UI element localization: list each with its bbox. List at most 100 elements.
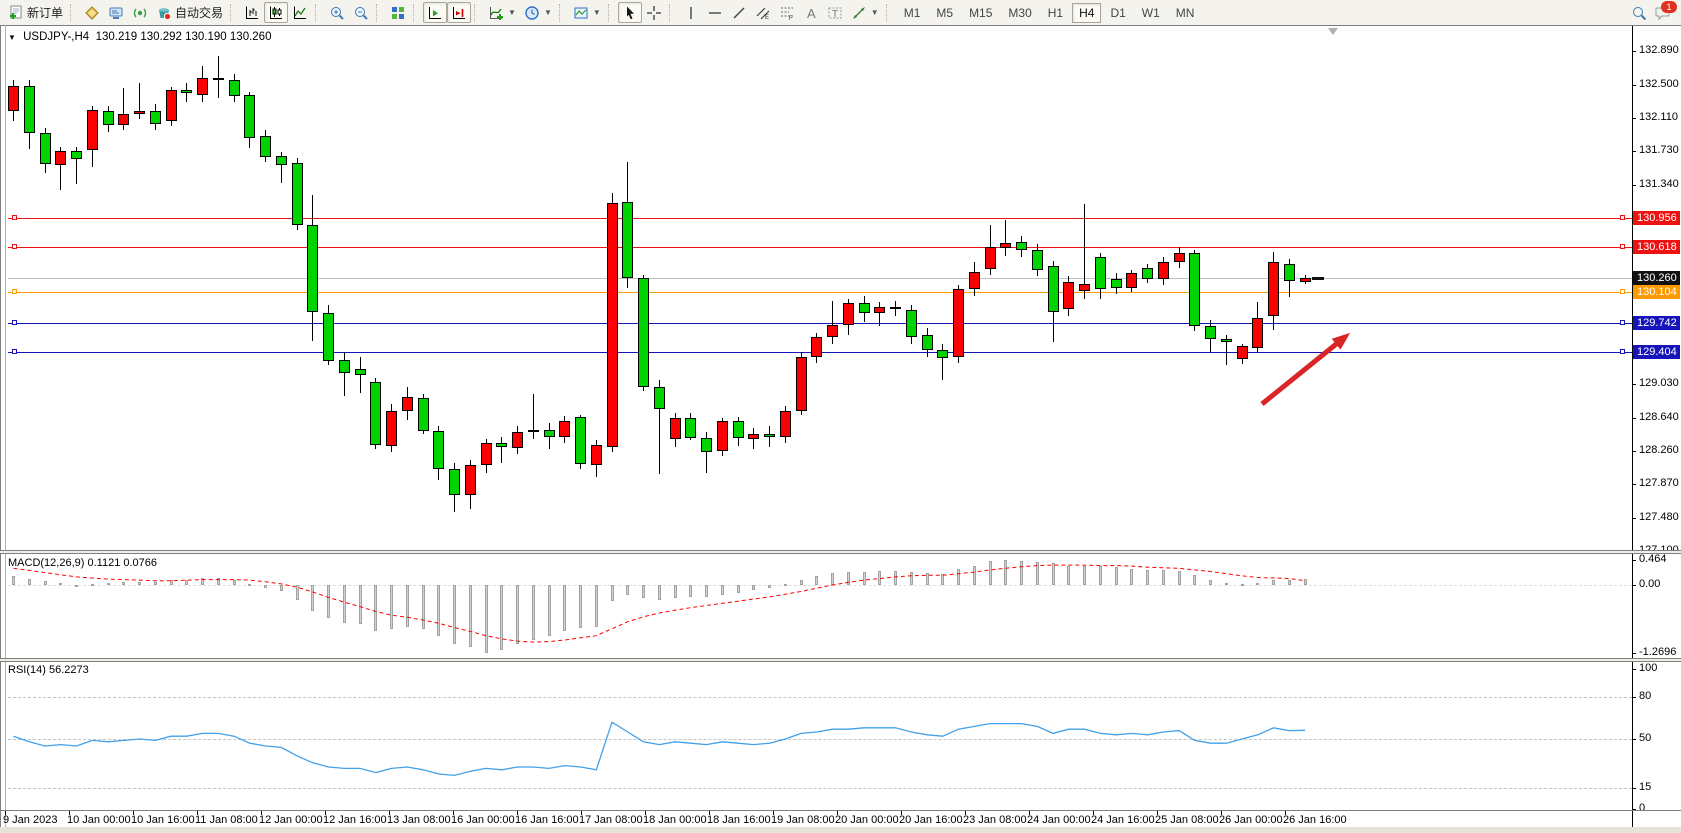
macd-histogram-bar [201,578,204,585]
panel-splitter[interactable] [0,551,1681,553]
tile-windows-button[interactable] [386,2,410,23]
candlestick-chart-button[interactable] [264,2,289,23]
channel-button[interactable]: E [751,2,775,23]
timeframe-button-m30[interactable]: M30 [1001,3,1038,23]
time-tick [517,811,518,815]
gold-diamond-button[interactable] [80,2,104,23]
panel-splitter[interactable] [0,659,1681,661]
trendline-button[interactable] [727,2,751,23]
candle-body [701,438,712,452]
rsi-value: 56.2273 [48,664,89,676]
macd-histogram-bar [437,585,440,636]
macd-histogram-bar [800,580,803,585]
macd-histogram-bar [532,585,535,640]
timeframe-button-d1[interactable]: D1 [1103,3,1132,23]
candle-body [134,111,145,114]
time-tick [1093,811,1094,815]
line-handle[interactable] [12,289,17,294]
macd-histogram-bar [1288,580,1291,585]
text-button[interactable]: A [799,2,823,23]
macd-histogram-bar [122,582,125,585]
market-depth-button[interactable] [104,2,128,23]
macd-histogram-bar [705,585,708,597]
line-handle[interactable] [12,320,17,325]
arrows-button[interactable]: ▼ [847,2,883,23]
timeframe-button-m1[interactable]: M1 [897,3,928,23]
time-tick [1285,811,1286,815]
candle-body [1284,264,1295,281]
templates-button[interactable]: ▼ [569,2,605,23]
time-label: 23 Jan 08:00 [963,814,1027,826]
line-handle[interactable] [12,349,17,354]
broadcast-button[interactable] [128,2,152,23]
line-handle[interactable] [12,244,17,249]
timeframe-button-h4[interactable]: H4 [1072,2,1102,23]
candle-body [181,90,192,93]
candle-wick [1226,335,1227,365]
horizontal-line-button[interactable] [703,2,727,23]
rsi-tick-label: 50 [1639,732,1652,744]
new-order-button[interactable]: 新订单 [4,2,67,23]
price-level-line[interactable] [8,323,1632,324]
chart-shift-button[interactable] [447,2,472,23]
price-tick [1632,418,1636,419]
timeframe-button-mn[interactable]: MN [1169,3,1202,23]
fibonacci-button[interactable]: F [775,2,799,23]
candle-wick [123,88,124,130]
text-label-button[interactable]: T [823,2,847,23]
indicators-button[interactable]: ▼ [484,2,520,23]
notifications-icon[interactable]: 1 [1655,0,1677,21]
vertical-line-button[interactable] [679,2,703,23]
toolbar-separator [885,3,893,22]
candle-body [559,421,570,437]
candle-body [937,350,948,358]
line-handle[interactable] [1620,320,1625,325]
time-tick [901,811,902,815]
price-level-line[interactable] [8,247,1632,248]
periods-button[interactable]: ▼ [520,2,556,23]
line-chart-button[interactable] [288,2,312,23]
auto-trading-button[interactable]: 自动交易 [152,2,227,23]
panel-splitter-line [0,658,1681,659]
timeframe-button-h1[interactable]: H1 [1041,3,1070,23]
candle-body [496,443,507,447]
bar-chart-button[interactable] [240,2,264,23]
line-handle[interactable] [1620,289,1625,294]
candle-body [906,310,917,337]
line-handle[interactable] [1620,244,1625,249]
line-handle[interactable] [1620,215,1625,220]
timeframe-button-w1[interactable]: W1 [1135,3,1167,23]
candle-body [1174,253,1185,262]
macd-tick [1632,560,1636,561]
macd-histogram-bar [469,585,472,647]
toolbar-separator [315,3,322,22]
candle-wick [60,147,61,190]
macd-histogram-bar [752,585,755,590]
price-tick-label: 128.260 [1639,444,1679,456]
candle-wick [879,302,880,326]
macd-histogram-bar [453,585,456,644]
zoom-out-button[interactable] [349,2,373,23]
candle-body [1095,257,1106,289]
chart-shift-marker[interactable] [1328,28,1338,35]
auto-scroll-button[interactable] [423,2,448,23]
svg-text:F: F [789,16,793,21]
cursor-button[interactable] [617,2,642,23]
search-icon[interactable] [1631,5,1647,21]
timeframe-button-m5[interactable]: M5 [929,3,960,23]
macd-histogram-bar [1225,583,1228,585]
panel-splitter-line [0,661,1681,662]
line-handle[interactable] [12,215,17,220]
macd-label: MACD(12,26,9) 0.1121 0.0766 [8,557,157,569]
candle-body [40,133,51,164]
timeframe-button-m15[interactable]: M15 [962,3,999,23]
collapse-icon[interactable]: ▼ [8,33,16,42]
zoom-in-button[interactable] [325,2,349,23]
candle-body [670,418,681,439]
price-badge: 130.104 [1633,285,1680,299]
price-level-line[interactable] [8,218,1632,219]
crosshair-button[interactable] [642,2,666,23]
price-level-line[interactable] [8,292,1632,293]
line-handle[interactable] [1620,349,1625,354]
